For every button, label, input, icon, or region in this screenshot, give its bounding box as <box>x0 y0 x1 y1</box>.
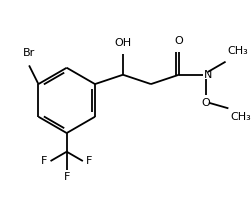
Text: CH₃: CH₃ <box>227 46 247 56</box>
Text: N: N <box>203 70 212 80</box>
Text: Br: Br <box>23 48 35 58</box>
Text: F: F <box>86 156 92 166</box>
Text: OH: OH <box>114 38 131 48</box>
Text: F: F <box>41 156 47 166</box>
Text: O: O <box>201 98 209 108</box>
Text: F: F <box>63 172 70 182</box>
Text: O: O <box>174 36 183 46</box>
Text: CH₃: CH₃ <box>229 112 250 122</box>
